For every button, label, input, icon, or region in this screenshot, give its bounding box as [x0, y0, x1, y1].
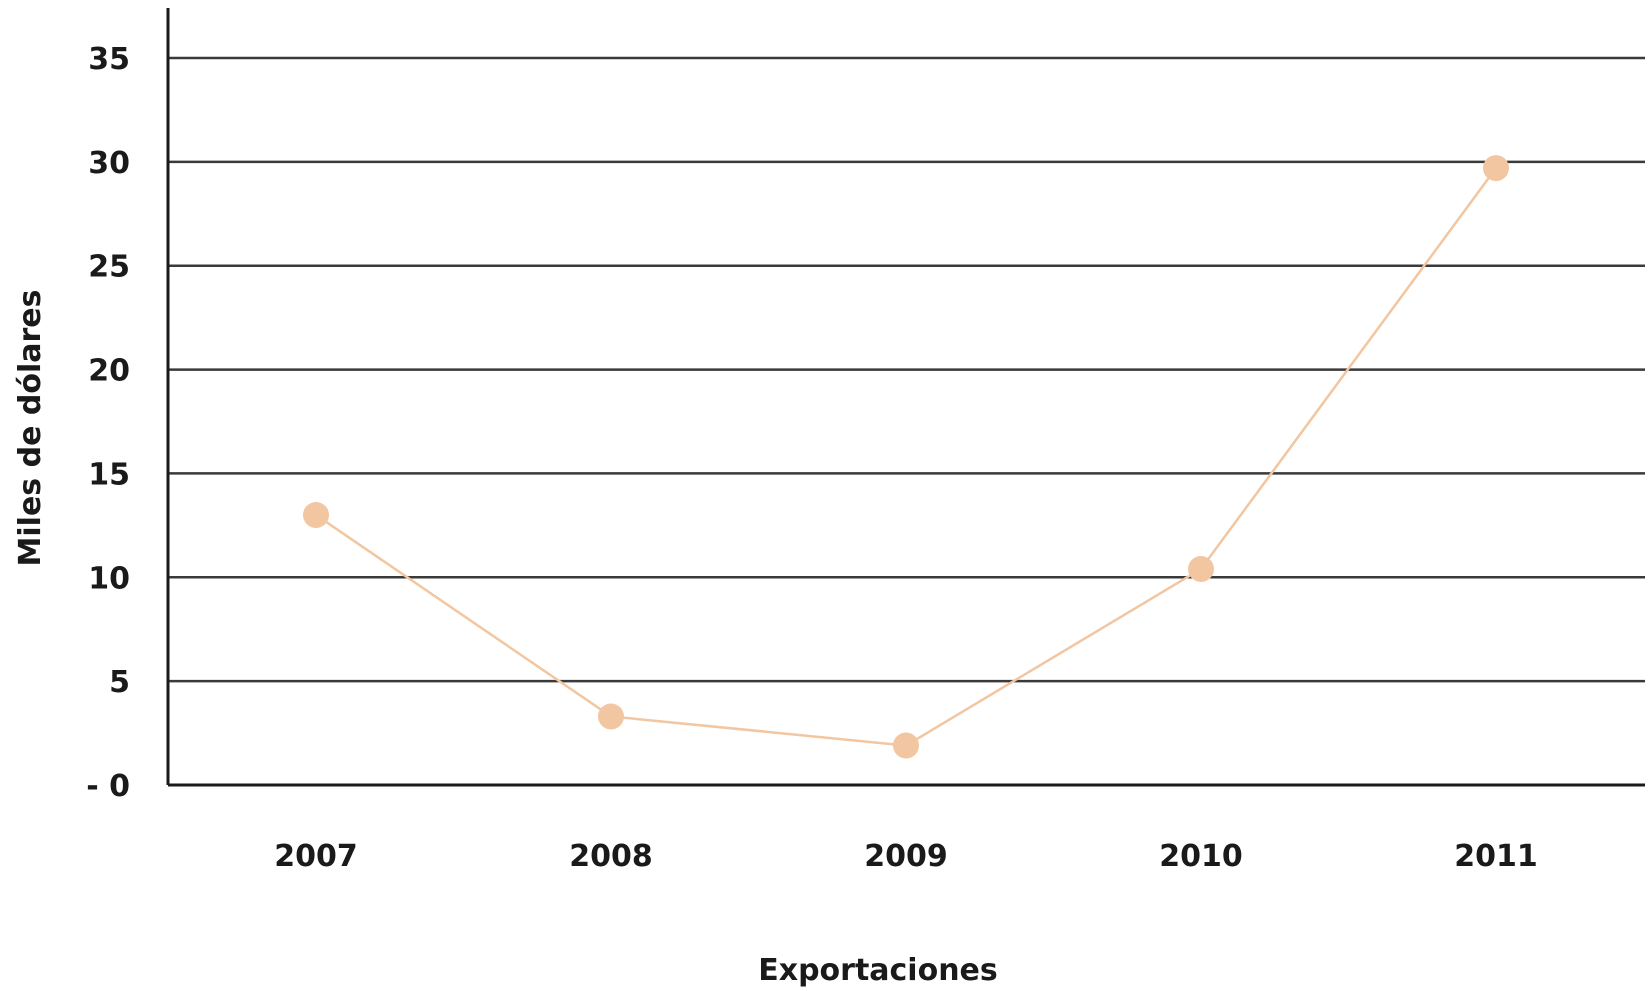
x-tick-label: 2008 — [569, 839, 653, 874]
x-tick-labels: 2007 2008 2009 2010 2011 — [274, 839, 1538, 874]
data-point — [1483, 155, 1509, 182]
y-tick-label: - 0 — [86, 769, 130, 804]
data-point — [598, 703, 624, 730]
data-point — [303, 501, 329, 528]
y-tick-label: 30 — [88, 146, 130, 181]
y-tick-labels: - 0 5 10 15 20 25 30 35 — [86, 42, 130, 804]
series-layer — [303, 155, 1509, 759]
y-tick-label: 5 — [109, 665, 130, 700]
y-tick-label: 15 — [88, 457, 130, 492]
x-tick-label: 2009 — [864, 839, 948, 874]
y-tick-label: 10 — [88, 561, 130, 596]
data-point — [893, 732, 919, 759]
x-axis-title: Exportaciones — [758, 953, 998, 988]
y-tick-label: 25 — [88, 250, 130, 285]
x-tick-label: 2011 — [1454, 839, 1538, 874]
y-tick-label: 35 — [88, 42, 130, 77]
y-axis-title: Miles de dólares — [13, 290, 48, 567]
axes — [166, 8, 1645, 787]
x-tick-label: 2010 — [1159, 839, 1243, 874]
grid-lines — [168, 56, 1645, 683]
y-tick-label: 20 — [88, 354, 130, 389]
series-line — [315, 167, 1498, 747]
x-tick-label: 2007 — [274, 839, 358, 874]
data-point — [1188, 555, 1214, 582]
